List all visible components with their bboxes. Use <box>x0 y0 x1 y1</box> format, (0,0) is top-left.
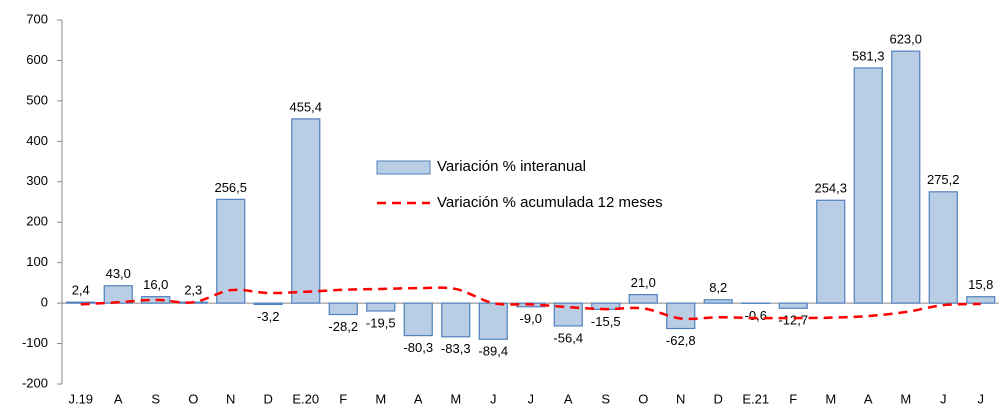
x-tick-label: S <box>151 391 160 406</box>
value-label: 2,4 <box>72 283 90 298</box>
x-tick-label: M <box>375 391 386 406</box>
bar <box>817 200 845 303</box>
y-tick-label: -100 <box>22 335 48 350</box>
x-tick-label: J <box>528 391 535 406</box>
x-tick-label: J.19 <box>68 391 93 406</box>
x-tick-label: E.20 <box>292 391 319 406</box>
bar <box>667 303 695 328</box>
bar <box>892 51 920 303</box>
x-tick-label: A <box>864 391 873 406</box>
value-label: -19,5 <box>366 315 396 330</box>
value-label: 43,0 <box>106 266 131 281</box>
value-label: -56,4 <box>553 330 583 345</box>
bar <box>367 303 395 311</box>
x-tick-label: A <box>414 391 423 406</box>
legend-label: Variación % acumulada 12 meses <box>437 194 663 211</box>
bar <box>629 295 657 303</box>
x-tick-label: O <box>188 391 198 406</box>
value-label: 623,0 <box>889 32 922 47</box>
y-tick-label: 0 <box>41 295 48 310</box>
bar <box>404 303 432 335</box>
x-tick-label: F <box>339 391 347 406</box>
value-label: 21,0 <box>631 275 656 290</box>
x-tick-label: M <box>450 391 461 406</box>
bar <box>479 303 507 339</box>
y-tick-label: 200 <box>26 214 48 229</box>
x-tick-label: D <box>264 391 273 406</box>
value-label: -15,5 <box>591 314 621 329</box>
value-label: 2,3 <box>184 283 202 298</box>
x-tick-label: J <box>978 391 985 406</box>
y-tick-label: 500 <box>26 92 48 107</box>
value-label: 16,0 <box>143 277 168 292</box>
bar <box>254 303 282 304</box>
x-tick-label: F <box>789 391 797 406</box>
x-tick-label: M <box>900 391 911 406</box>
value-label: -12,7 <box>778 313 808 328</box>
x-tick-label: N <box>226 391 235 406</box>
bar <box>929 192 957 303</box>
value-label: -89,4 <box>478 344 508 359</box>
value-label: -83,3 <box>441 341 471 356</box>
x-tick-label: N <box>676 391 685 406</box>
x-tick-label: J <box>490 391 497 406</box>
value-label: -0,6 <box>745 308 767 323</box>
y-tick-label: 400 <box>26 133 48 148</box>
value-label: 15,8 <box>968 277 993 292</box>
value-label: 256,5 <box>214 180 247 195</box>
bar <box>67 302 95 303</box>
value-label: -62,8 <box>666 333 696 348</box>
y-tick-label: -200 <box>22 375 48 390</box>
value-label: 455,4 <box>289 99 322 114</box>
bar <box>292 119 320 303</box>
bar <box>217 199 245 303</box>
value-label: 275,2 <box>927 172 960 187</box>
bar <box>854 68 882 303</box>
value-label: -80,3 <box>403 340 433 355</box>
bar <box>779 303 807 308</box>
value-label: -3,2 <box>257 309 279 324</box>
y-tick-label: 100 <box>26 254 48 269</box>
x-tick-label: A <box>114 391 123 406</box>
x-tick-label: S <box>601 391 610 406</box>
bar <box>967 297 995 303</box>
value-label: 8,2 <box>709 280 727 295</box>
legend-label: Variación % interanual <box>437 158 586 175</box>
x-tick-label: O <box>638 391 648 406</box>
x-tick-label: M <box>825 391 836 406</box>
x-tick-label: D <box>714 391 723 406</box>
bar <box>442 303 470 337</box>
value-label: 581,3 <box>852 48 885 63</box>
value-label: -9,0 <box>520 311 542 326</box>
value-label: 254,3 <box>814 181 847 196</box>
y-tick-label: 600 <box>26 52 48 67</box>
x-tick-label: J <box>940 391 947 406</box>
bar <box>329 303 357 314</box>
legend-swatch <box>377 161 430 174</box>
x-tick-label: E.21 <box>742 391 769 406</box>
y-tick-label: 700 <box>26 11 48 26</box>
x-tick-label: A <box>564 391 573 406</box>
value-label: -28,2 <box>328 319 358 334</box>
bar <box>704 300 732 303</box>
y-tick-label: 300 <box>26 173 48 188</box>
